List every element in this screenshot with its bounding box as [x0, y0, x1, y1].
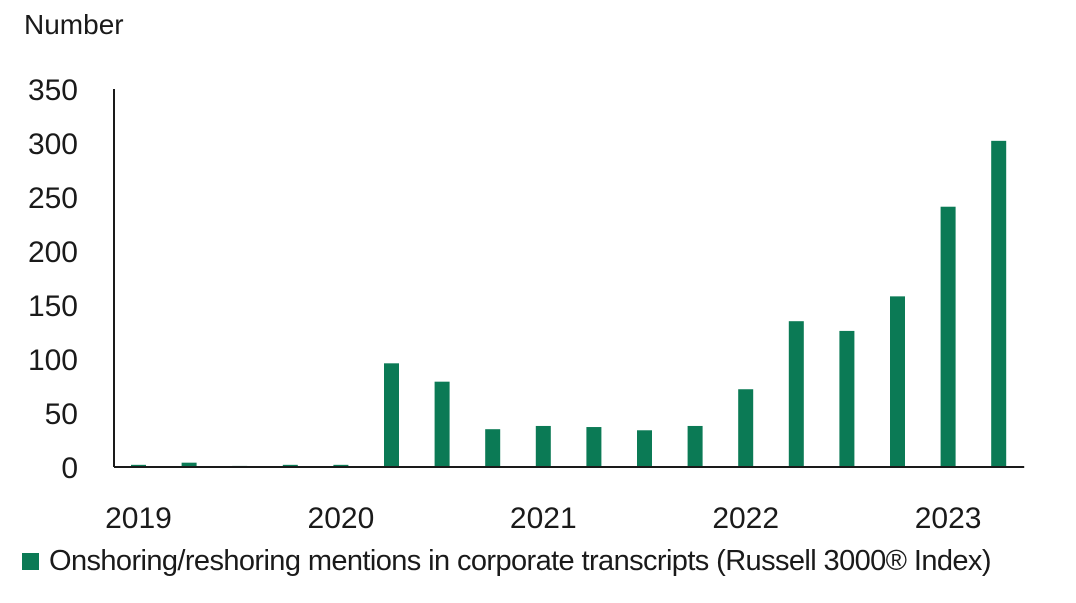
legend-label: Onshoring/reshoring mentions in corporat… — [49, 545, 992, 577]
bar — [181, 462, 197, 467]
bar — [485, 429, 501, 467]
bar — [991, 140, 1007, 467]
bar-chart: Number 0 50 100 150 200 250 300 350 2019 2020 202… — [24, 9, 1025, 535]
bar — [687, 425, 703, 467]
bar — [839, 330, 855, 467]
y-tick-label: 200 — [28, 236, 78, 269]
x-tick-label: 2021 — [510, 502, 577, 535]
bar — [637, 430, 652, 467]
bar — [535, 425, 551, 467]
bar — [890, 296, 905, 467]
bar — [940, 206, 956, 467]
legend: Onshoring/reshoring mentions in corporat… — [22, 545, 992, 578]
y-axis-ticks: 0 50 100 150 200 250 300 350 — [28, 74, 78, 485]
x-tick-label: 2022 — [712, 502, 779, 535]
bar — [333, 464, 349, 467]
y-tick-label: 350 — [28, 74, 78, 107]
x-axis-ticks: 2019 2020 2021 2022 2023 — [105, 502, 981, 535]
x-tick-label: 2019 — [105, 502, 172, 535]
bar — [738, 389, 754, 467]
bar — [282, 464, 298, 467]
y-tick-label: 250 — [28, 182, 78, 215]
y-tick-label: 300 — [28, 128, 78, 161]
y-tick-label: 0 — [61, 452, 78, 485]
y-tick-label: 50 — [45, 398, 78, 431]
y-tick-label: 100 — [28, 344, 78, 377]
bar — [131, 464, 146, 467]
bar — [788, 321, 804, 467]
x-tick-label: 2020 — [308, 502, 375, 535]
bar — [434, 381, 450, 467]
bars — [131, 140, 1007, 467]
y-tick-label: 150 — [28, 290, 78, 323]
legend-swatch — [22, 553, 39, 570]
y-axis-title: Number — [24, 9, 124, 40]
x-tick-label: 2023 — [915, 502, 982, 535]
bar — [384, 363, 399, 467]
bar — [586, 427, 602, 467]
